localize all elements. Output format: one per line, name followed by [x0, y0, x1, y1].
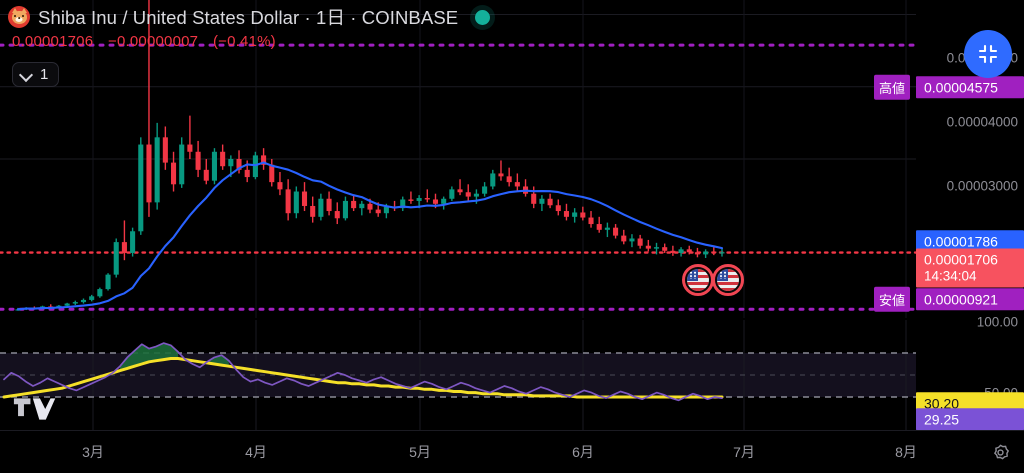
page-title: Shiba Inu / United States Dollar · 1日 · …	[38, 7, 459, 28]
chart-settings-icon[interactable]	[991, 443, 1010, 462]
collapse-fullscreen-button[interactable]	[964, 30, 1012, 78]
low-price-badge[interactable]: 0.00000921	[916, 288, 1024, 310]
time-axis-label: 5月	[409, 444, 431, 460]
last-price: 0.00001706	[12, 33, 94, 50]
high-tag[interactable]: 高値	[874, 74, 911, 100]
ma-price-badge[interactable]: 0.00001786	[916, 230, 1024, 252]
quote-row: 0.00001706 −0.00000007 (−0.41%)	[12, 33, 276, 50]
legend-collapse-button[interactable]: 1	[12, 62, 60, 87]
last-price-time: 14:34:04	[924, 268, 977, 284]
price-axis-tick: 100.00	[976, 314, 1018, 330]
price-axis-tick: 0.00004000	[946, 114, 1018, 130]
tradingview-logo	[12, 396, 56, 422]
symbol-row[interactable]: Shiba Inu / United States Dollar · 1日 · …	[8, 4, 491, 30]
us-flag-icon	[682, 264, 714, 296]
rsi-value-badge[interactable]: 29.25	[916, 408, 1024, 430]
time-axis-label: 8月	[895, 444, 917, 460]
rsi-indicator-pane[interactable]	[0, 320, 916, 430]
chart-header: Shiba Inu / United States Dollar · 1日 · …	[0, 0, 1024, 60]
high-price-badge[interactable]: 0.00004575	[916, 76, 1024, 98]
us-flag-icon	[712, 264, 744, 296]
change-percent: (−0.41%)	[212, 33, 276, 50]
low-tag[interactable]: 安値	[874, 286, 911, 312]
change-absolute: −0.00000007	[108, 33, 199, 50]
chevron-down-icon	[20, 68, 33, 81]
price-axis[interactable]: 0.000050000.000040000.00003000100.0050.0…	[874, 0, 1024, 432]
us-economic-event-marker[interactable]	[712, 264, 744, 296]
price-chart-pane[interactable]	[0, 0, 916, 318]
time-axis-label: 6月	[572, 444, 594, 460]
price-axis-tick: 0.00003000	[946, 178, 1018, 194]
us-economic-event-marker[interactable]	[682, 264, 714, 296]
shiba-inu-coin-icon	[8, 6, 30, 28]
time-axis[interactable]: 3月 4月 5月 6月 7月 8月	[0, 430, 1024, 473]
collapse-fullscreen-icon	[978, 44, 998, 64]
time-axis-label: 3月	[82, 444, 104, 460]
market-open-dot	[475, 9, 491, 25]
last-price-badge[interactable]: 0.00001706 14:34:04	[916, 248, 1024, 288]
time-axis-label: 7月	[733, 444, 755, 460]
time-axis-label: 4月	[245, 444, 267, 460]
legend-count-label: 1	[40, 66, 49, 83]
